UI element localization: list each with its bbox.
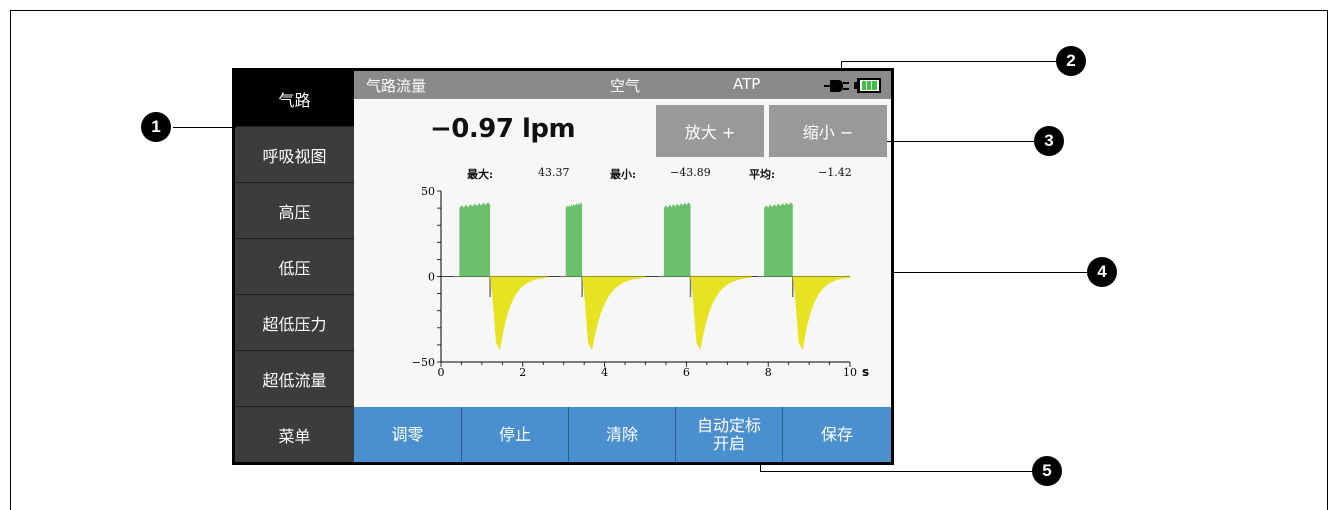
max-label: 最大:	[467, 168, 494, 181]
sidebar-item-high-pressure[interactable]: 高压	[235, 183, 354, 239]
sidebar: 气路 呼吸视图 高压 低压 超低压力 超低流量 菜单	[235, 71, 354, 462]
callout-line-2	[841, 61, 1064, 62]
zoom-out-button[interactable]: 缩小 −	[769, 105, 887, 157]
x-tick-label: 8	[765, 366, 772, 379]
sidebar-item-ultra-low-pressure[interactable]: 超低压力	[235, 295, 354, 351]
avg-value: −1.42	[818, 166, 852, 179]
clear-button[interactable]: 清除	[569, 407, 676, 462]
flow-reading: −0.97 lpm	[430, 114, 576, 144]
sidebar-item-label: 菜单	[278, 426, 311, 446]
sidebar-item-ultra-low-flow[interactable]: 超低流量	[235, 351, 354, 407]
y-tick-label: −50	[412, 356, 435, 369]
autoscale-button[interactable]: 自动定标 开启	[676, 407, 783, 462]
save-button[interactable]: 保存	[783, 407, 891, 462]
callout-4: 4	[1087, 257, 1117, 287]
autoscale-state: 开启	[712, 433, 745, 453]
mode-title: 气路流量	[366, 77, 427, 95]
x-tick-label: 4	[601, 366, 608, 379]
x-unit-label: s	[862, 365, 869, 379]
expiration-area	[582, 276, 646, 351]
sidebar-item-label: 呼吸视图	[262, 146, 327, 166]
x-tick-label: 6	[683, 366, 690, 379]
outer-frame	[10, 10, 1328, 510]
callout-1: 1	[141, 112, 171, 142]
zoom-in-button[interactable]: 放大 +	[656, 105, 764, 157]
sidebar-item-label: 高压	[278, 202, 311, 222]
inspiration-area	[565, 202, 583, 277]
sidebar-item-label: 低压	[278, 258, 311, 278]
flow-waveform-chart: 500−500 2 4 6 8 10 s	[412, 185, 869, 379]
y-tick-label: 0	[428, 271, 435, 284]
expiration-area	[490, 276, 548, 351]
sidebar-item-label: 超低压力	[262, 314, 327, 334]
avg-label: 平均:	[749, 168, 776, 181]
callout-5: 5	[1032, 456, 1062, 486]
sidebar-item-label: 气路	[278, 90, 311, 110]
sidebar-item-low-pressure[interactable]: 低压	[235, 239, 354, 295]
callout-line-1	[173, 127, 236, 128]
callout-line-3	[887, 141, 1042, 142]
max-value: 43.37	[538, 166, 570, 179]
flow-value: −0.97	[430, 114, 514, 144]
battery-icon	[854, 78, 881, 93]
callout-line-5-rise	[760, 462, 761, 471]
x-tick-label: 10	[843, 366, 857, 379]
y-tick-label: 50	[421, 185, 435, 198]
gas-type: 空气	[610, 77, 641, 95]
zero-button[interactable]: 调零	[354, 407, 462, 462]
status-bar: 气路流量 空气 ATP	[354, 71, 891, 99]
x-tick-label: 0	[438, 366, 445, 379]
condition-label: ATP	[733, 75, 761, 93]
sidebar-item-breath-view[interactable]: 呼吸视图	[235, 127, 354, 183]
expiration-area	[690, 276, 752, 351]
sidebar-item-label: 超低流量	[262, 370, 327, 390]
callout-line-4	[892, 272, 1094, 273]
stop-button[interactable]: 停止	[462, 407, 569, 462]
callout-3: 3	[1034, 126, 1064, 156]
callout-line-2-drop	[841, 61, 842, 71]
flow-unit: lpm	[522, 114, 576, 144]
callout-line-5	[760, 471, 1036, 472]
autoscale-label: 自动定标	[696, 415, 761, 435]
min-value: −43.89	[670, 166, 711, 179]
plug-icon	[824, 80, 849, 92]
inspiration-area	[663, 202, 691, 277]
sidebar-item-airway[interactable]: 气路	[235, 71, 354, 127]
callout-2: 2	[1056, 46, 1086, 76]
inspiration-area	[764, 202, 793, 277]
min-label: 最小:	[610, 168, 637, 181]
expiration-area	[792, 276, 850, 351]
x-tick-label: 2	[519, 366, 526, 379]
sidebar-item-menu[interactable]: 菜单	[235, 407, 354, 462]
inspiration-area	[459, 202, 491, 277]
